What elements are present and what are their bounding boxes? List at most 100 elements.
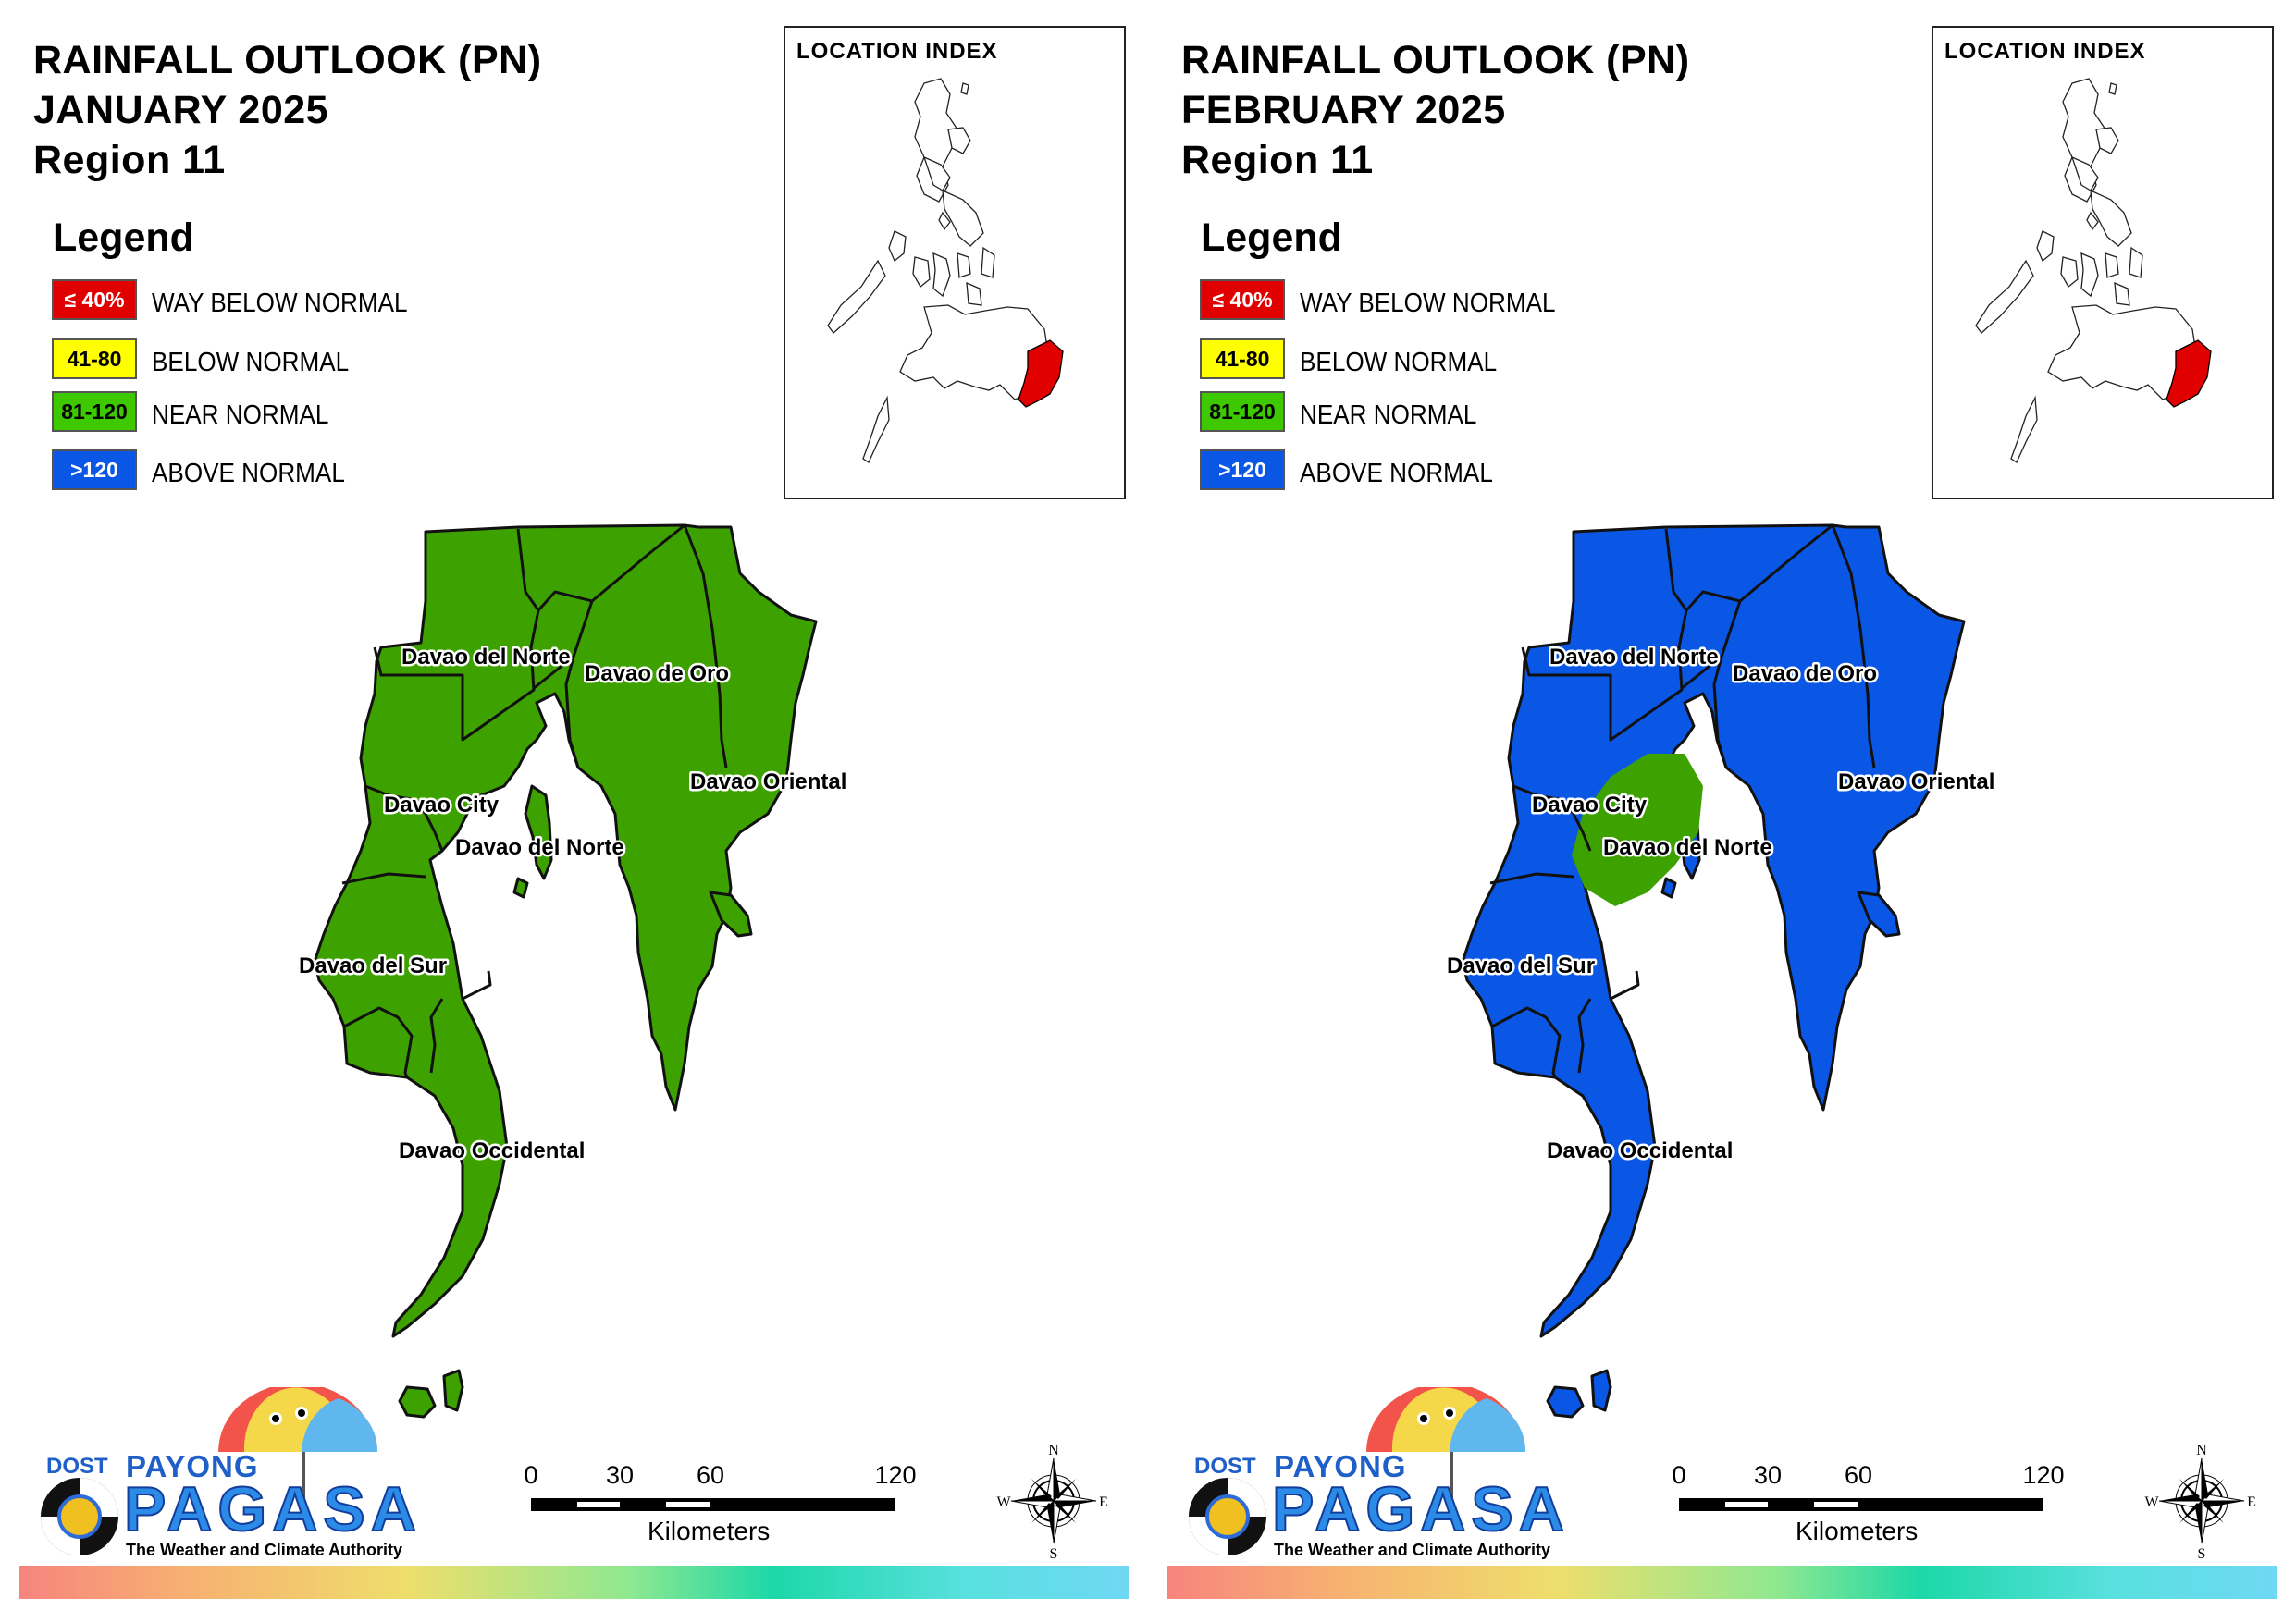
compass-rose-icon: N E S W	[996, 1443, 1107, 1562]
location-index-inset: LOCATION INDEX	[1932, 26, 2274, 499]
region-map: Davao del Norte Davao de Oro Davao Orien…	[297, 523, 849, 1419]
compass-s: S	[2198, 1546, 2206, 1559]
legend-label: BELOW NORMAL	[1300, 348, 1498, 377]
map-title: RAINFALL OUTLOOK (PN) FEBRUARY 2025 Regi…	[1181, 35, 1690, 185]
legend-title: Legend	[53, 215, 194, 260]
small-island-east	[1857, 891, 1901, 938]
province-labels: Davao del Norte Davao de Oro Davao Orien…	[1445, 643, 1997, 1166]
label-davao-occidental: Davao Occidental	[1547, 1138, 1733, 1163]
legend-label: WAY BELOW NORMAL	[152, 289, 408, 318]
label-davao-de-oro: Davao de Oro	[1733, 661, 1877, 686]
region-11-highlight	[1018, 339, 1064, 408]
legend-title: Legend	[1201, 215, 1342, 260]
label-davao-del-norte: Davao del Norte	[1549, 645, 1719, 670]
sarangani-island	[442, 1369, 464, 1412]
logo-tagline: The Weather and Climate Authority	[1274, 1541, 1551, 1559]
philippines-map	[827, 78, 1064, 463]
scale-bar-graphic	[1679, 1498, 2043, 1511]
philippines-map	[1975, 78, 2212, 463]
legend-label: BELOW NORMAL	[152, 348, 350, 377]
title-line-1: RAINFALL OUTLOOK (PN)	[33, 38, 542, 82]
region-map: Davao del Norte Davao de Oro Davao Orien…	[1445, 523, 1997, 1419]
pagasa-text: PAGASA	[1271, 1474, 1570, 1544]
scale-tick-30: 30	[605, 1461, 635, 1489]
compass-rose-icon: N E S W	[2144, 1443, 2256, 1562]
label-davao-del-norte-samal: Davao del Norte	[455, 835, 624, 860]
legend-swatch: >120	[52, 449, 137, 490]
legend-swatch: >120	[1200, 449, 1285, 490]
label-davao-del-norte: Davao del Norte	[401, 645, 571, 670]
legend-swatch: 41-80	[1200, 338, 1285, 379]
scale-tick-60: 60	[1844, 1461, 1873, 1489]
scale-tick-120: 120	[2022, 1461, 2065, 1489]
region-11-highlight	[2166, 339, 2212, 408]
legend-swatch: 81-120	[1200, 391, 1285, 432]
label-davao-del-sur: Davao del Sur	[299, 953, 447, 978]
region-11-mainland	[313, 523, 818, 1338]
label-davao-oriental: Davao Oriental	[1838, 769, 1994, 794]
umbrella-logo-icon	[41, 1387, 378, 1555]
inset-title: LOCATION INDEX	[796, 39, 998, 64]
title-line-1: RAINFALL OUTLOOK (PN)	[1181, 38, 1690, 82]
compass-n: N	[1048, 1443, 1059, 1458]
location-index-inset: LOCATION INDEX	[784, 26, 1126, 499]
balut-island	[398, 1385, 437, 1419]
scale-tick-0: 0	[524, 1461, 538, 1489]
legend-swatch: 41-80	[52, 338, 137, 379]
title-line-2: FEBRUARY 2025	[1181, 88, 1506, 132]
compass-e: E	[2247, 1494, 2256, 1510]
samal-island	[524, 784, 553, 880]
legend-swatch: 81-120	[52, 391, 137, 432]
payong-text: PAYONG	[1274, 1449, 1407, 1483]
inset-title: LOCATION INDEX	[1944, 39, 2146, 64]
payong-pagasa-logo: DOST PAYONG PAGASA The Weather and Clima…	[1181, 1387, 1565, 1563]
scale-bar: 0 30 60 120 Kilometers	[518, 1461, 925, 1554]
scale-unit: Kilometers	[1796, 1517, 1919, 1545]
compass-n: N	[2196, 1443, 2207, 1458]
dost-text: DOST	[1194, 1454, 1256, 1479]
map-title: RAINFALL OUTLOOK (PN) JANUARY 2025 Regio…	[33, 35, 542, 185]
panel-february: RAINFALL OUTLOOK (PN) FEBRUARY 2025 Regi…	[1148, 0, 2296, 1623]
gradient-footer-bar	[1167, 1566, 2277, 1599]
balut-island	[1546, 1385, 1585, 1419]
label-davao-de-oro: Davao de Oro	[585, 661, 729, 686]
title-line-3: Region 11	[33, 138, 226, 182]
title-line-2: JANUARY 2025	[33, 88, 329, 132]
scale-unit: Kilometers	[648, 1517, 771, 1545]
small-island	[1660, 877, 1677, 899]
north-arrow: N E S W	[995, 1443, 1112, 1562]
scale-bar: 0 30 60 120 Kilometers	[1666, 1461, 2073, 1554]
scale-bar-graphic	[531, 1498, 895, 1511]
dost-text: DOST	[46, 1454, 108, 1479]
panel-january: RAINFALL OUTLOOK (PN) JANUARY 2025 Regio…	[19, 26, 1129, 1599]
legend-label: NEAR NORMAL	[152, 400, 329, 430]
small-island	[512, 877, 529, 899]
label-davao-city: Davao City	[1532, 793, 1648, 818]
legend-label: ABOVE NORMAL	[1300, 459, 1493, 488]
logo-tagline: The Weather and Climate Authority	[126, 1541, 403, 1559]
legend-label: WAY BELOW NORMAL	[1300, 289, 1556, 318]
north-arrow: N E S W	[2143, 1443, 2260, 1562]
label-davao-occidental: Davao Occidental	[399, 1138, 585, 1163]
davao-city-highlight	[1572, 754, 1703, 906]
province-labels: Davao del Norte Davao de Oro Davao Orien…	[297, 643, 849, 1166]
label-davao-oriental: Davao Oriental	[690, 769, 846, 794]
gradient-footer-bar	[19, 1566, 1129, 1599]
scale-tick-0: 0	[1672, 1461, 1686, 1489]
legend-swatch: ≤ 40%	[52, 279, 137, 320]
legend-label: ABOVE NORMAL	[152, 459, 345, 488]
scale-tick-120: 120	[874, 1461, 917, 1489]
scale-tick-30: 30	[1753, 1461, 1783, 1489]
compass-w: W	[2144, 1494, 2159, 1510]
label-davao-city: Davao City	[384, 793, 500, 818]
payong-text: PAYONG	[126, 1449, 259, 1483]
label-davao-del-sur: Davao del Sur	[1447, 953, 1595, 978]
small-island-east	[709, 891, 753, 938]
title-line-3: Region 11	[1181, 138, 1374, 182]
payong-pagasa-logo: DOST PAYONG PAGASA The Weather and Clima…	[33, 1387, 417, 1563]
legend-label: NEAR NORMAL	[1300, 400, 1477, 430]
umbrella-logo-icon	[1189, 1387, 1526, 1555]
compass-w: W	[996, 1494, 1011, 1510]
scale-tick-60: 60	[696, 1461, 725, 1489]
label-davao-del-norte-samal: Davao del Norte	[1603, 835, 1772, 860]
